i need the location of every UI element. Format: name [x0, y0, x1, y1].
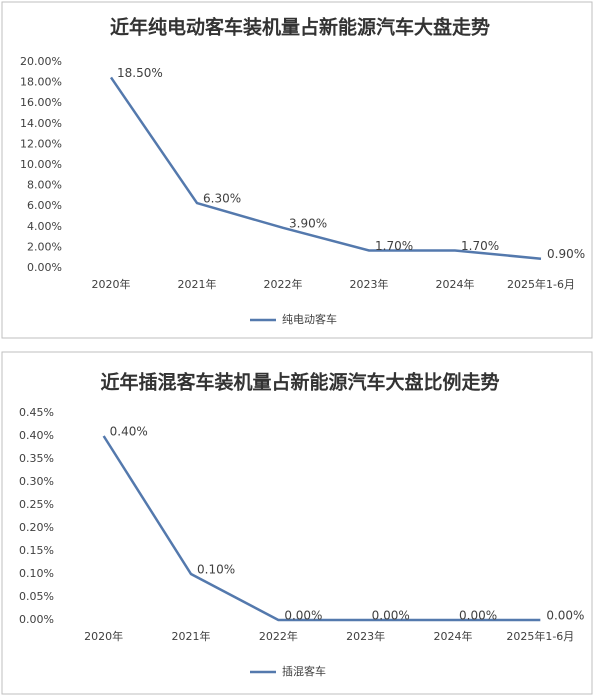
x-tick-label: 2021年	[172, 629, 211, 643]
y-tick-label: 8.00%	[27, 179, 62, 192]
y-tick-label: 16.00%	[20, 96, 62, 109]
data-label: 0.00%	[459, 609, 497, 623]
line	[102, 435, 541, 622]
y-tick-label: 4.00%	[27, 220, 62, 233]
data-label: 0.00%	[284, 609, 322, 623]
y-tick-label: 0.25%	[19, 498, 54, 511]
x-tick-label: 2023年	[350, 277, 389, 291]
chart-frame	[1, 351, 593, 695]
legend-label: 插混客车	[282, 664, 326, 678]
y-tick-label: 12.00%	[20, 137, 62, 150]
chart-title: 近年纯电动客车装机量占新能源汽车大盘走势	[110, 16, 490, 39]
chart-frame	[1, 1, 593, 339]
legend-label: 纯电动客车	[282, 312, 337, 326]
data-label: 1.70%	[375, 239, 413, 253]
y-tick-label: 0.00%	[27, 261, 62, 274]
data-label: 0.00%	[546, 609, 584, 623]
x-tick-label: 2025年1-6月	[507, 277, 575, 291]
x-tick-label: 2021年	[178, 277, 217, 291]
y-tick-label: 0.20%	[19, 521, 54, 534]
y-tick-label: 18.00%	[20, 76, 62, 89]
y-tick-label: 0.45%	[19, 406, 54, 419]
y-tick-label: 0.30%	[19, 475, 54, 488]
y-tick-label: 20.00%	[20, 55, 62, 68]
y-tick-label: 2.00%	[27, 240, 62, 253]
data-label: 0.40%	[110, 425, 148, 439]
y-tick-label: 0.15%	[19, 544, 54, 557]
chart-title: 近年插混客车装机量占新能源汽车大盘比例走势	[100, 371, 499, 394]
y-tick-label: 14.00%	[20, 117, 62, 130]
y-tick-label: 10.00%	[20, 158, 62, 171]
x-tick-label: 2020年	[84, 629, 123, 643]
x-tick-label: 2024年	[436, 277, 475, 291]
data-label: 1.70%	[461, 239, 499, 253]
data-label: 0.00%	[372, 609, 410, 623]
data-label: 18.50%	[117, 66, 163, 80]
x-tick-label: 2022年	[264, 277, 303, 291]
x-tick-label: 2020年	[92, 277, 131, 291]
x-tick-label: 2025年1-6月	[506, 629, 574, 643]
line	[109, 76, 542, 260]
data-label: 0.90%	[547, 247, 585, 261]
y-tick-label: 0.05%	[19, 590, 54, 603]
y-tick-label: 0.10%	[19, 567, 54, 580]
y-tick-label: 0.40%	[19, 429, 54, 442]
data-label: 3.90%	[289, 216, 327, 230]
y-tick-label: 0.00%	[19, 613, 54, 626]
x-tick-label: 2022年	[259, 629, 298, 643]
x-tick-label: 2024年	[434, 629, 473, 643]
data-label: 6.30%	[203, 192, 241, 206]
x-tick-label: 2023年	[346, 629, 385, 643]
y-tick-label: 0.35%	[19, 452, 54, 465]
data-label: 0.10%	[197, 563, 235, 577]
y-tick-label: 6.00%	[27, 199, 62, 212]
